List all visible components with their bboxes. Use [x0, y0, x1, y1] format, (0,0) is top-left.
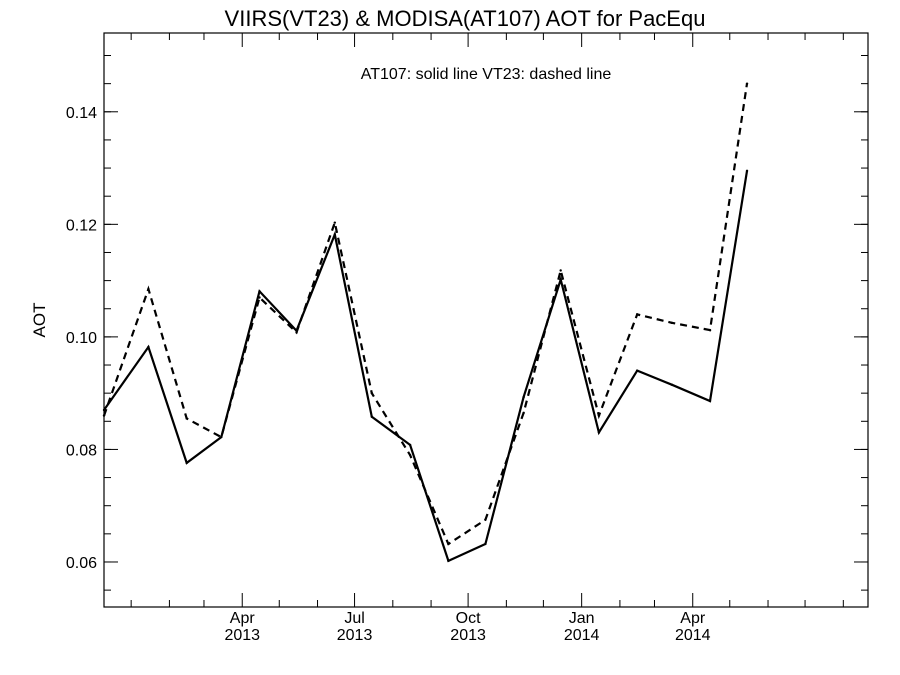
x-tick-year: 2013: [450, 627, 486, 644]
x-tick-year: 2013: [337, 627, 373, 644]
vt23-data-point: [447, 542, 450, 546]
at107-data-point: [408, 443, 412, 447]
x-tick-year: 2013: [224, 627, 260, 644]
chart-title: VIIRS(VT23) & MODISA(AT107) AOT for PacE…: [225, 6, 706, 31]
at107-data-point: [447, 559, 450, 563]
x-tick-month: Oct: [456, 610, 481, 627]
vt23-data-point: [370, 391, 374, 395]
x-tick-year: 2014: [564, 627, 600, 644]
axis-ticks: [104, 33, 868, 607]
x-tick-year: 2014: [675, 627, 711, 644]
at107-data-point: [333, 233, 337, 236]
vt23-data-point: [333, 221, 337, 224]
y-tick-labels: 0.06 0.08 0.10 0.12 0.14: [66, 105, 97, 572]
y-tick-label: 0.14: [66, 105, 97, 122]
at107-data-point: [559, 278, 562, 281]
at107-data-point: [597, 431, 601, 434]
vt23-data-point: [670, 321, 673, 325]
vt23-data-point: [220, 435, 223, 439]
series-lines: [102, 82, 749, 563]
vt23-data-point: [522, 411, 525, 415]
y-tick-label: 0.12: [66, 217, 97, 234]
vt23-data-point: [745, 82, 749, 85]
at107-data-point: [147, 345, 150, 349]
plot-frame: [103, 32, 869, 608]
x-tick-month: Apr: [680, 610, 706, 627]
vt23-data-point: [258, 296, 261, 299]
at107-data-point: [522, 395, 525, 399]
x-tick-month: Jan: [569, 610, 595, 627]
y-tick-label: 0.10: [66, 330, 97, 347]
vt23-data-point: [295, 331, 298, 334]
vt23-data-point: [147, 287, 150, 291]
vt23-data-point: [408, 453, 412, 457]
at107-data-point: [635, 369, 639, 372]
vt23-data-point: [708, 328, 712, 332]
y-tick-label: 0.06: [66, 555, 97, 572]
at107-data-point: [185, 461, 188, 465]
x-tick-month: Apr: [230, 610, 256, 627]
at107-data-point: [370, 415, 374, 418]
vt23-data-point: [635, 313, 639, 316]
series-line-at107: [103, 170, 749, 563]
y-tick-label: 0.08: [66, 442, 97, 459]
vt23-data-point: [484, 518, 487, 521]
series-line-vt23: [102, 83, 749, 546]
at107-data-point: [670, 383, 673, 386]
at107-data-point: [102, 408, 106, 412]
vt23-data-point: [185, 417, 188, 420]
vt23-data-point: [559, 269, 562, 272]
line-style-note: AT107: solid line VT23: dashed line: [361, 66, 612, 83]
at107-data-point: [745, 169, 749, 173]
x-tick-month: Jul: [344, 610, 364, 627]
vt23-data-point: [597, 414, 601, 417]
at107-data-point: [258, 290, 261, 293]
at107-data-point: [484, 542, 487, 546]
y-axis-label: AOT: [30, 303, 49, 338]
at107-data-point: [708, 399, 712, 403]
vt23-data-point: [102, 414, 106, 417]
